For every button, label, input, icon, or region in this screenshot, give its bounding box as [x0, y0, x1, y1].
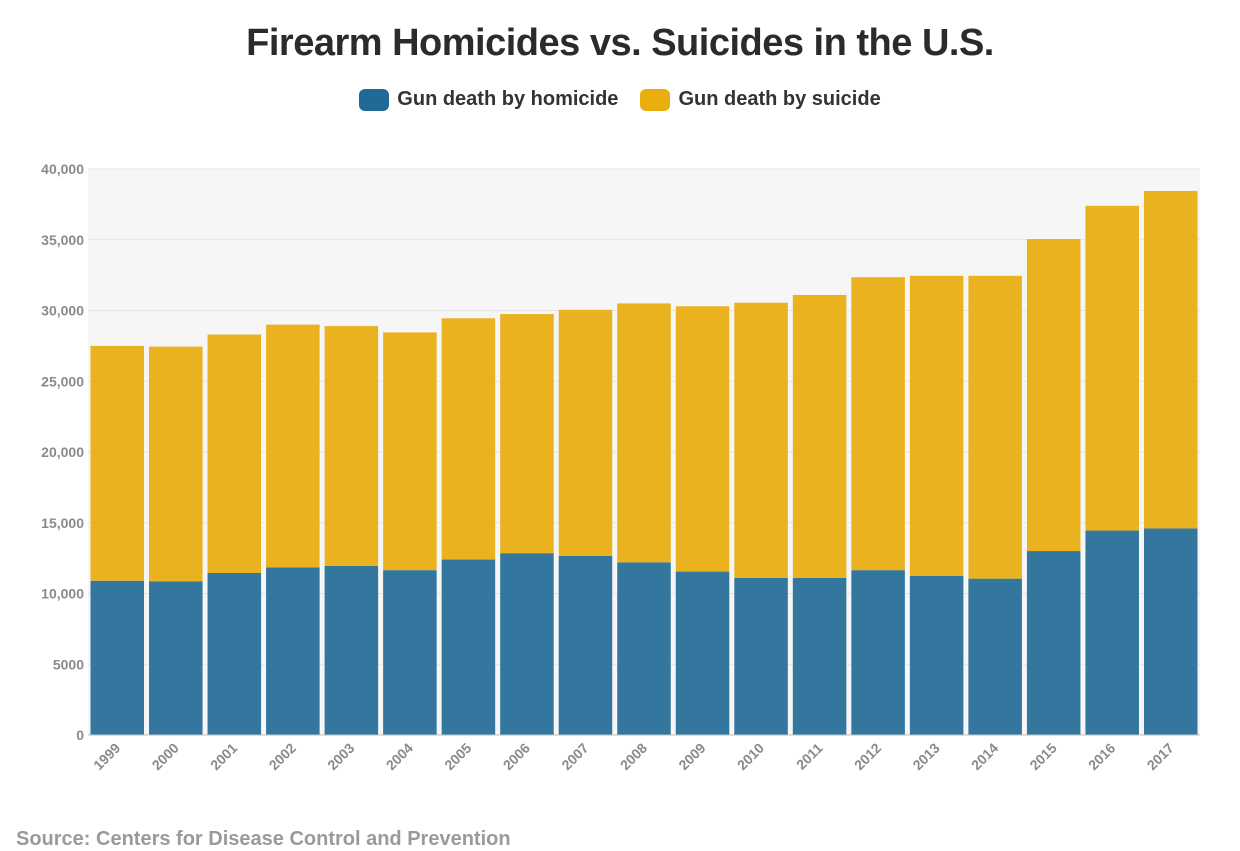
bar-segment-suicide	[441, 318, 496, 560]
x-tick-label: 2013	[909, 740, 942, 773]
bar-segment-homicide	[324, 565, 379, 735]
bar-segment-homicide	[500, 553, 554, 735]
legend-label-homicide: Gun death by homicide	[397, 88, 619, 110]
x-tick-label: 2012	[851, 740, 884, 773]
bar-segment-homicide	[851, 570, 905, 735]
y-tick-label: 20,000	[41, 444, 84, 460]
bar-segment-homicide	[968, 578, 1022, 735]
bar-segment-suicide	[500, 314, 554, 554]
chart-title: Firearm Homicides vs. Suicides in the U.…	[246, 22, 994, 64]
bar-segment-suicide	[1085, 205, 1139, 531]
y-tick-label: 40,000	[41, 161, 84, 177]
legend-swatch-suicide	[640, 88, 671, 111]
bar-segment-suicide	[149, 346, 203, 582]
y-tick-label: 30,000	[41, 303, 84, 319]
bar-segment-suicide	[383, 332, 437, 571]
x-tick-label: 1999	[90, 740, 123, 773]
y-tick-label: 5000	[53, 656, 84, 672]
x-tick-label: 2006	[500, 740, 533, 773]
bar-segment-suicide	[1143, 190, 1198, 529]
source-note: Source: Centers for Disease Control and …	[16, 828, 511, 850]
x-tick-label: 2011	[793, 740, 826, 773]
y-tick-label: 15,000	[41, 515, 84, 531]
bar-segment-homicide	[207, 572, 262, 735]
bar-segment-homicide	[1085, 530, 1139, 735]
bar-segment-homicide	[617, 562, 671, 735]
legend-item-suicide: Gun death by suicide	[640, 88, 881, 111]
x-tick-label: 2010	[734, 740, 767, 773]
bar-segment-suicide	[207, 334, 262, 573]
x-tick-label: 2007	[558, 740, 591, 773]
x-tick-label: 2004	[383, 740, 416, 773]
bar-segment-homicide	[734, 577, 788, 735]
legend-swatch-homicide	[359, 88, 390, 111]
x-tick-label: 2008	[617, 740, 650, 773]
legend-item-homicide: Gun death by homicide	[359, 88, 618, 111]
bar-segment-suicide	[90, 345, 145, 581]
bar-segment-homicide	[90, 580, 145, 735]
x-tick-label: 2015	[1026, 740, 1059, 773]
bar-segment-homicide	[792, 577, 847, 735]
x-tick-label: 2002	[266, 740, 299, 773]
x-tick-label: 2000	[149, 740, 182, 773]
x-tick-label: 2017	[1144, 740, 1177, 773]
bar-segment-homicide	[149, 581, 203, 735]
bar-segment-suicide	[266, 324, 320, 568]
bar-segment-suicide	[1026, 239, 1081, 552]
y-tick-label: 25,000	[41, 373, 84, 389]
y-tick-label: 10,000	[41, 586, 84, 602]
bar-segment-homicide	[675, 571, 730, 735]
x-tick-label: 2003	[324, 740, 357, 773]
bar-segment-suicide	[324, 326, 379, 566]
bar-segment-homicide	[383, 570, 437, 735]
bar-segment-suicide	[851, 277, 905, 571]
bar-segment-homicide	[909, 575, 964, 735]
bar-segment-suicide	[909, 275, 964, 576]
bar-segment-homicide	[1143, 528, 1198, 735]
x-tick-label: 2005	[441, 740, 474, 773]
bar-segment-homicide	[441, 559, 496, 735]
bar-segment-suicide	[792, 294, 847, 578]
legend-label-suicide: Gun death by suicide	[678, 88, 881, 110]
bar-segment-suicide	[558, 309, 613, 557]
bar-segment-homicide	[1026, 551, 1081, 735]
x-tick-label: 2009	[675, 740, 708, 773]
bar-segment-homicide	[558, 556, 613, 735]
bar-segment-suicide	[617, 303, 671, 563]
legend: Gun death by homicide Gun death by suici…	[0, 88, 1240, 111]
y-tick-label: 35,000	[41, 232, 84, 248]
bar-segment-suicide	[675, 306, 730, 572]
bar-segment-suicide	[968, 275, 1022, 579]
y-tick-label: 0	[76, 727, 84, 743]
bar-segment-suicide	[734, 302, 788, 578]
x-tick-label: 2001	[207, 740, 240, 773]
bar-segment-homicide	[266, 567, 320, 735]
x-tick-label: 2014	[968, 740, 1001, 773]
x-tick-label: 2016	[1085, 740, 1118, 773]
